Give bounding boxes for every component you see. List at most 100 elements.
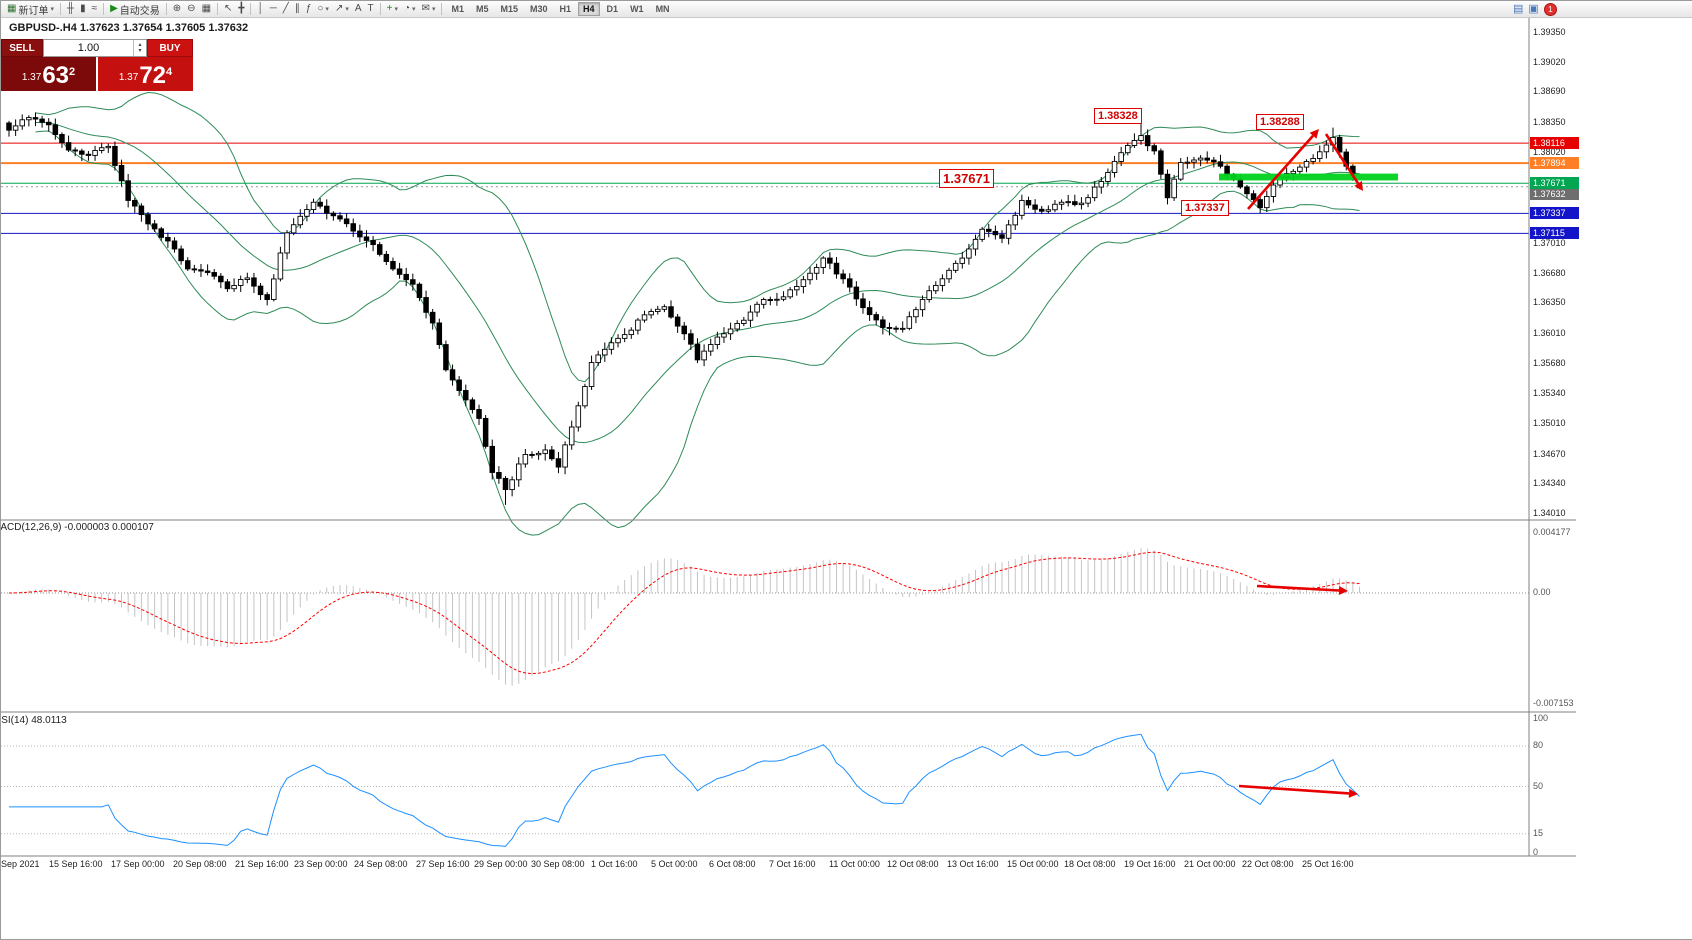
caret-down-icon: ▾ [431,6,436,13]
auto-trading-button[interactable]: ▶ 自动交易 [107,2,163,17]
macd-panel [1,548,1529,686]
auto-trading-icon: ▶ [110,3,118,14]
horizontal-line-button[interactable]: ─ [267,2,280,17]
tile-windows-icon: ▦ [201,3,212,14]
timeframe-bar: M1 M5 M15 M30 H1 H4 D1 W1 MN [445,1,675,17]
chart-candles-icon: ▮ [80,3,86,14]
periods-button[interactable]: ◔ ▾ [401,2,419,17]
timeframe-m30-button[interactable]: M30 [530,4,548,14]
toolbar-separator [59,3,61,15]
arrows-tool-button[interactable]: ↗ ▾ [332,2,352,17]
timeframe-h4-button[interactable]: H4 [578,2,600,16]
support-zone[interactable] [1219,173,1398,181]
text-icon: A [354,3,362,14]
rsi-panel [1,733,1529,847]
timeframe-h1-button[interactable]: H1 [559,4,572,14]
price-axis-label: 1.36680 [1533,267,1566,278]
volume-input[interactable]: 1.00 [77,42,100,54]
timeframe-d1-button[interactable]: D1 [606,4,619,14]
timeframe-m15-button[interactable]: M15 [500,4,518,14]
vertical-line-icon: │ [257,3,264,14]
chart-title: GBPUSD-.H4 1.37623 1.37654 1.37605 1.376… [9,22,249,34]
price-annotation[interactable]: 1.37671 [939,169,994,188]
window-status-icons: ▤ ▣ 1 [1513,3,1557,16]
caret-down-icon: ▾ [394,6,398,13]
toolbar-separator [165,3,167,15]
time-axis-label: 18 Oct 08:00 [1064,859,1116,869]
fibonacci-button[interactable]: ƒ [303,2,315,17]
indicator-axis-label: 80 [1533,740,1544,750]
chart-line-button[interactable]: ≈ [89,2,101,17]
indicator-axis-label: 0.004177 [1533,527,1571,537]
buy-price-small: 1.37 [118,72,139,83]
caret-down-icon: ▾ [50,6,54,13]
price-axis-label: 1.36010 [1533,327,1566,338]
timeframe-m1-button[interactable]: M1 [451,4,464,14]
time-axis-label: 21 Oct 00:00 [1184,859,1236,869]
volume-spinner[interactable]: ▴ ▾ [133,40,146,56]
new-order-button[interactable]: ▦ 新订单 ▾ [4,2,57,17]
price-levels-group[interactable] [1,142,1529,234]
timeframe-m5-button[interactable]: M5 [475,4,489,14]
templates-button[interactable]: ✉ ▾ [419,2,439,17]
new-order-label: 新订单 [18,5,49,17]
sell-button[interactable]: SELL [1,39,43,57]
price-axis-label: 1.35010 [1533,417,1566,428]
fibonacci-icon: ƒ [305,3,312,14]
chart-candles-button[interactable]: ▮ [77,2,89,17]
news-icon[interactable]: ▤ [1513,3,1524,15]
time-axis-label: 19 Oct 16:00 [1124,859,1176,869]
alert-icon[interactable]: 1 [1543,3,1557,16]
zoom-in-button[interactable]: ⊕ [170,2,184,17]
price-annotation[interactable]: 1.38288 [1256,114,1304,130]
time-axis-label: 12 Oct 08:00 [887,859,939,869]
price-axis-label: 1.34670 [1533,448,1566,459]
chat-icon[interactable]: ▣ [1528,3,1539,15]
spinner-up-icon[interactable]: ▴ [138,42,142,48]
price-tag: 1.37337 [1530,207,1579,220]
cursor-button[interactable]: ↖ [221,2,235,17]
time-axis-label: Sep 2021 [1,859,40,869]
indicators-add-button[interactable]: + ▾ [384,2,401,17]
sell-price-small: 1.37 [21,72,42,83]
equidistant-channel-button[interactable]: ∥ [292,2,303,17]
crosshair-button[interactable]: ╋ [235,2,247,17]
price-axis-label: 1.38690 [1533,86,1566,97]
trend-arrows[interactable] [1238,129,1363,798]
timeframe-w1-button[interactable]: W1 [630,4,644,14]
crosshair-icon: ╋ [238,3,245,14]
vertical-line-button[interactable]: │ [254,2,266,17]
text-label-button[interactable]: T [365,2,377,17]
sell-price[interactable]: 1.37 63 2 [1,57,96,91]
toolbar: ▦ 新订单 ▾ ╫ ▮ ≈ ▶ 自动交易 ⊕ ⊖ ▦ ↖ ╋ │ ─ ╱ ∥ ƒ ○ ▾ ↗ ▾ A T + ▾ ◔ ▾ ✉ ▾ M1 M5… [1,1,1692,18]
shapes-button[interactable]: ○ ▾ [314,2,332,17]
rsi-header: RSI(14) 48.0113 [0,715,67,726]
text-button[interactable]: A [352,2,365,17]
spinner-down-icon[interactable]: ▾ [138,48,142,54]
price-axis-label: 1.35680 [1533,357,1566,368]
chart-bars-button[interactable]: ╫ [64,2,77,17]
buy-button[interactable]: BUY [147,39,193,57]
caret-down-icon: ▾ [412,6,416,13]
time-axis-label: 23 Sep 00:00 [294,859,348,869]
toolbar-separator [250,3,252,15]
toolbar-separator [441,3,443,15]
sell-price-big: 63 [42,62,70,89]
price-annotation[interactable]: 1.38328 [1094,108,1142,124]
price-annotation[interactable]: 1.37337 [1181,200,1229,216]
templates-icon: ✉ [421,3,430,14]
time-axis-label: 11 Oct 00:00 [829,859,880,869]
price-tag: 1.37671 [1530,177,1579,190]
time-axis-label: 15 Sep 16:00 [49,859,103,869]
tile-windows-button[interactable]: ▦ [199,2,214,17]
trendline-button[interactable]: ╱ [280,2,292,17]
buy-price[interactable]: 1.37 72 4 [98,57,193,91]
time-axis-label: 5 Oct 00:00 [651,859,698,869]
chart-line-icon: ≈ [91,3,98,14]
time-axis-label: 22 Oct 08:00 [1242,859,1294,869]
timeframe-mn-button[interactable]: MN [655,4,670,14]
zoom-out-button[interactable]: ⊖ [184,2,198,17]
toolbar-separator [379,3,381,15]
indicators-add-icon: + [386,3,393,14]
